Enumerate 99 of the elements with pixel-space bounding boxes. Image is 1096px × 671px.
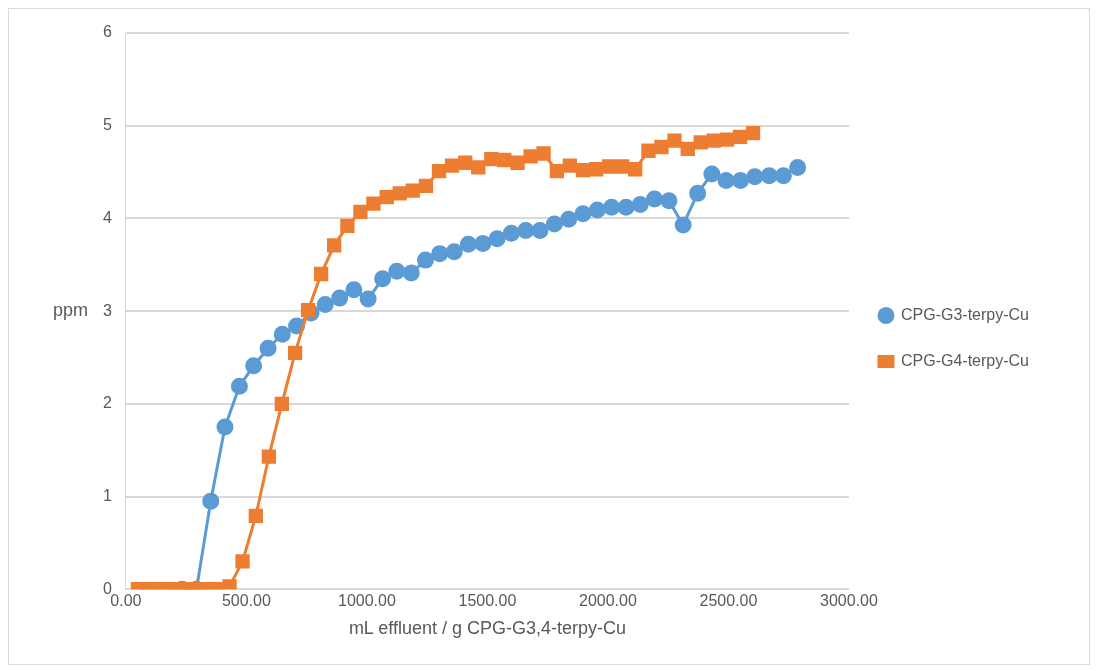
- point: [719, 132, 735, 147]
- point: [746, 168, 764, 186]
- point: [388, 262, 406, 280]
- point: [549, 163, 565, 179]
- point: [474, 234, 492, 252]
- point: [274, 396, 289, 411]
- point: [502, 224, 520, 242]
- point: [760, 167, 778, 185]
- point: [484, 151, 499, 167]
- point: [560, 210, 578, 228]
- point: [774, 167, 792, 185]
- point: [588, 162, 604, 177]
- point: [602, 159, 617, 174]
- point: [431, 163, 447, 179]
- point: [230, 377, 248, 395]
- point: [445, 243, 463, 261]
- point: [444, 158, 460, 173]
- point: [628, 162, 643, 177]
- point: [316, 296, 334, 314]
- point: [703, 165, 721, 183]
- x-tick-label: 2000.00: [579, 592, 637, 610]
- point: [654, 139, 669, 155]
- point: [545, 215, 563, 233]
- x-tick-label: 500.00: [221, 592, 271, 610]
- point: [706, 133, 721, 148]
- point: [660, 192, 678, 210]
- point: [531, 221, 549, 239]
- point: [641, 143, 656, 158]
- point: [216, 418, 234, 436]
- point: [617, 198, 635, 216]
- point: [418, 178, 434, 194]
- y-tick-label: 2: [102, 394, 112, 412]
- point: [523, 149, 538, 164]
- x-tick-label: 1500.00: [458, 592, 517, 610]
- point: [459, 235, 477, 253]
- point: [287, 345, 303, 360]
- y-tick-label: 1: [102, 486, 112, 504]
- legend-label: CPG-G3-terpy-Cu: [900, 305, 1030, 323]
- point: [689, 184, 707, 202]
- legend-label: CPG-G4-terpy-Cu: [900, 351, 1030, 369]
- point: [510, 155, 525, 170]
- point: [458, 155, 473, 170]
- point: [471, 160, 486, 175]
- point: [645, 190, 663, 208]
- point: [615, 159, 630, 174]
- y-tick-label: 0: [102, 579, 112, 597]
- x-axis-title: mL effluent / g CPG-G3,4-terpy-Cu: [348, 618, 626, 639]
- point: [431, 245, 449, 263]
- point: [379, 189, 394, 205]
- point: [300, 303, 316, 318]
- point: [259, 339, 277, 357]
- point: [405, 183, 420, 198]
- point: [693, 135, 708, 150]
- point: [562, 158, 578, 173]
- point: [374, 270, 392, 288]
- point: [261, 449, 276, 464]
- point: [202, 492, 220, 510]
- point: [359, 290, 377, 308]
- point: [674, 216, 692, 234]
- point: [235, 554, 250, 569]
- y-tick-label: 6: [102, 23, 112, 41]
- point: [313, 266, 329, 282]
- point: [717, 171, 735, 189]
- point: [631, 196, 649, 213]
- point: [680, 141, 695, 157]
- point: [667, 133, 682, 148]
- point: [517, 221, 535, 239]
- x-tick-label: 3000.00: [820, 592, 878, 610]
- point: [392, 186, 407, 201]
- y-tick-label: 3: [102, 301, 112, 319]
- point: [789, 158, 807, 176]
- point: [732, 129, 748, 144]
- point: [345, 281, 363, 299]
- point: [331, 289, 349, 307]
- point: [248, 508, 263, 524]
- point: [245, 357, 263, 375]
- point: [488, 230, 506, 248]
- point: [366, 196, 381, 211]
- point: [536, 146, 551, 161]
- x-tick-label: 1000.00: [338, 592, 396, 610]
- y-axis-title: ppm: [52, 300, 88, 321]
- point: [575, 163, 591, 178]
- point: [588, 201, 606, 219]
- point: [222, 579, 237, 590]
- point: [732, 171, 750, 189]
- point: [745, 125, 761, 141]
- point: [497, 152, 512, 168]
- y-tick-label: 4: [102, 208, 112, 226]
- point: [603, 198, 621, 216]
- point: [340, 218, 355, 233]
- x-tick-label: 2500.00: [699, 592, 758, 610]
- point: [416, 251, 434, 269]
- y-tick-label: 5: [102, 116, 112, 134]
- point: [353, 204, 368, 220]
- point: [402, 264, 420, 282]
- point: [326, 238, 342, 253]
- point: [574, 205, 592, 223]
- point: [273, 325, 291, 343]
- x-tick-label: 0.00: [110, 592, 142, 610]
